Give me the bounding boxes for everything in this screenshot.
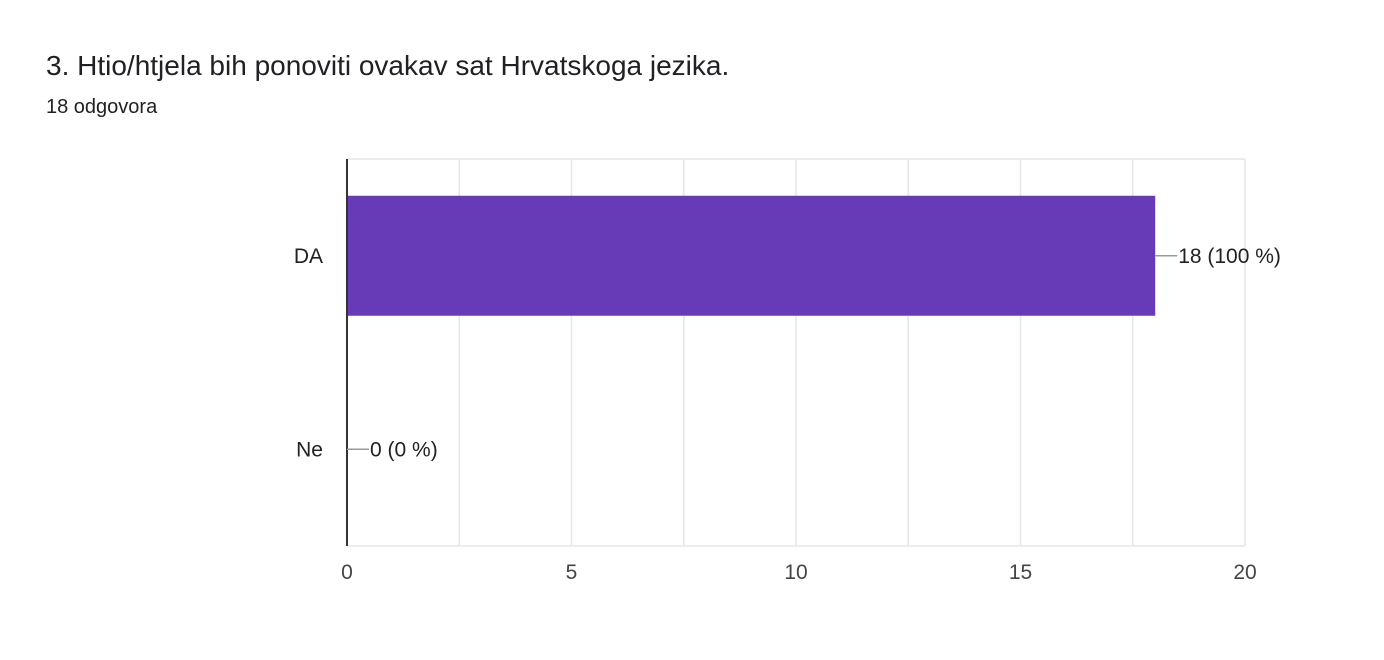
category-label: DA [294, 245, 323, 268]
axes: 0 5 10 15 20 [341, 159, 1257, 584]
x-tick-label: 20 [1233, 561, 1256, 584]
bars [347, 195, 1156, 316]
bar-da [347, 195, 1156, 316]
labels: DA 18 (100 %) Ne 0 (0 %) [294, 245, 1281, 462]
response-count: 18 odgovora [46, 96, 158, 118]
data-label: 18 (100 %) [1178, 245, 1281, 268]
category-label: Ne [296, 438, 323, 461]
x-tick-label: 5 [566, 561, 578, 584]
data-label: 0 (0 %) [370, 438, 438, 461]
x-tick-label: 10 [784, 561, 807, 584]
x-tick-label: 0 [341, 561, 353, 584]
question-title: 3. Htio/htjela bih ponoviti ovakav sat H… [46, 50, 730, 81]
x-tick-label: 15 [1009, 561, 1032, 584]
